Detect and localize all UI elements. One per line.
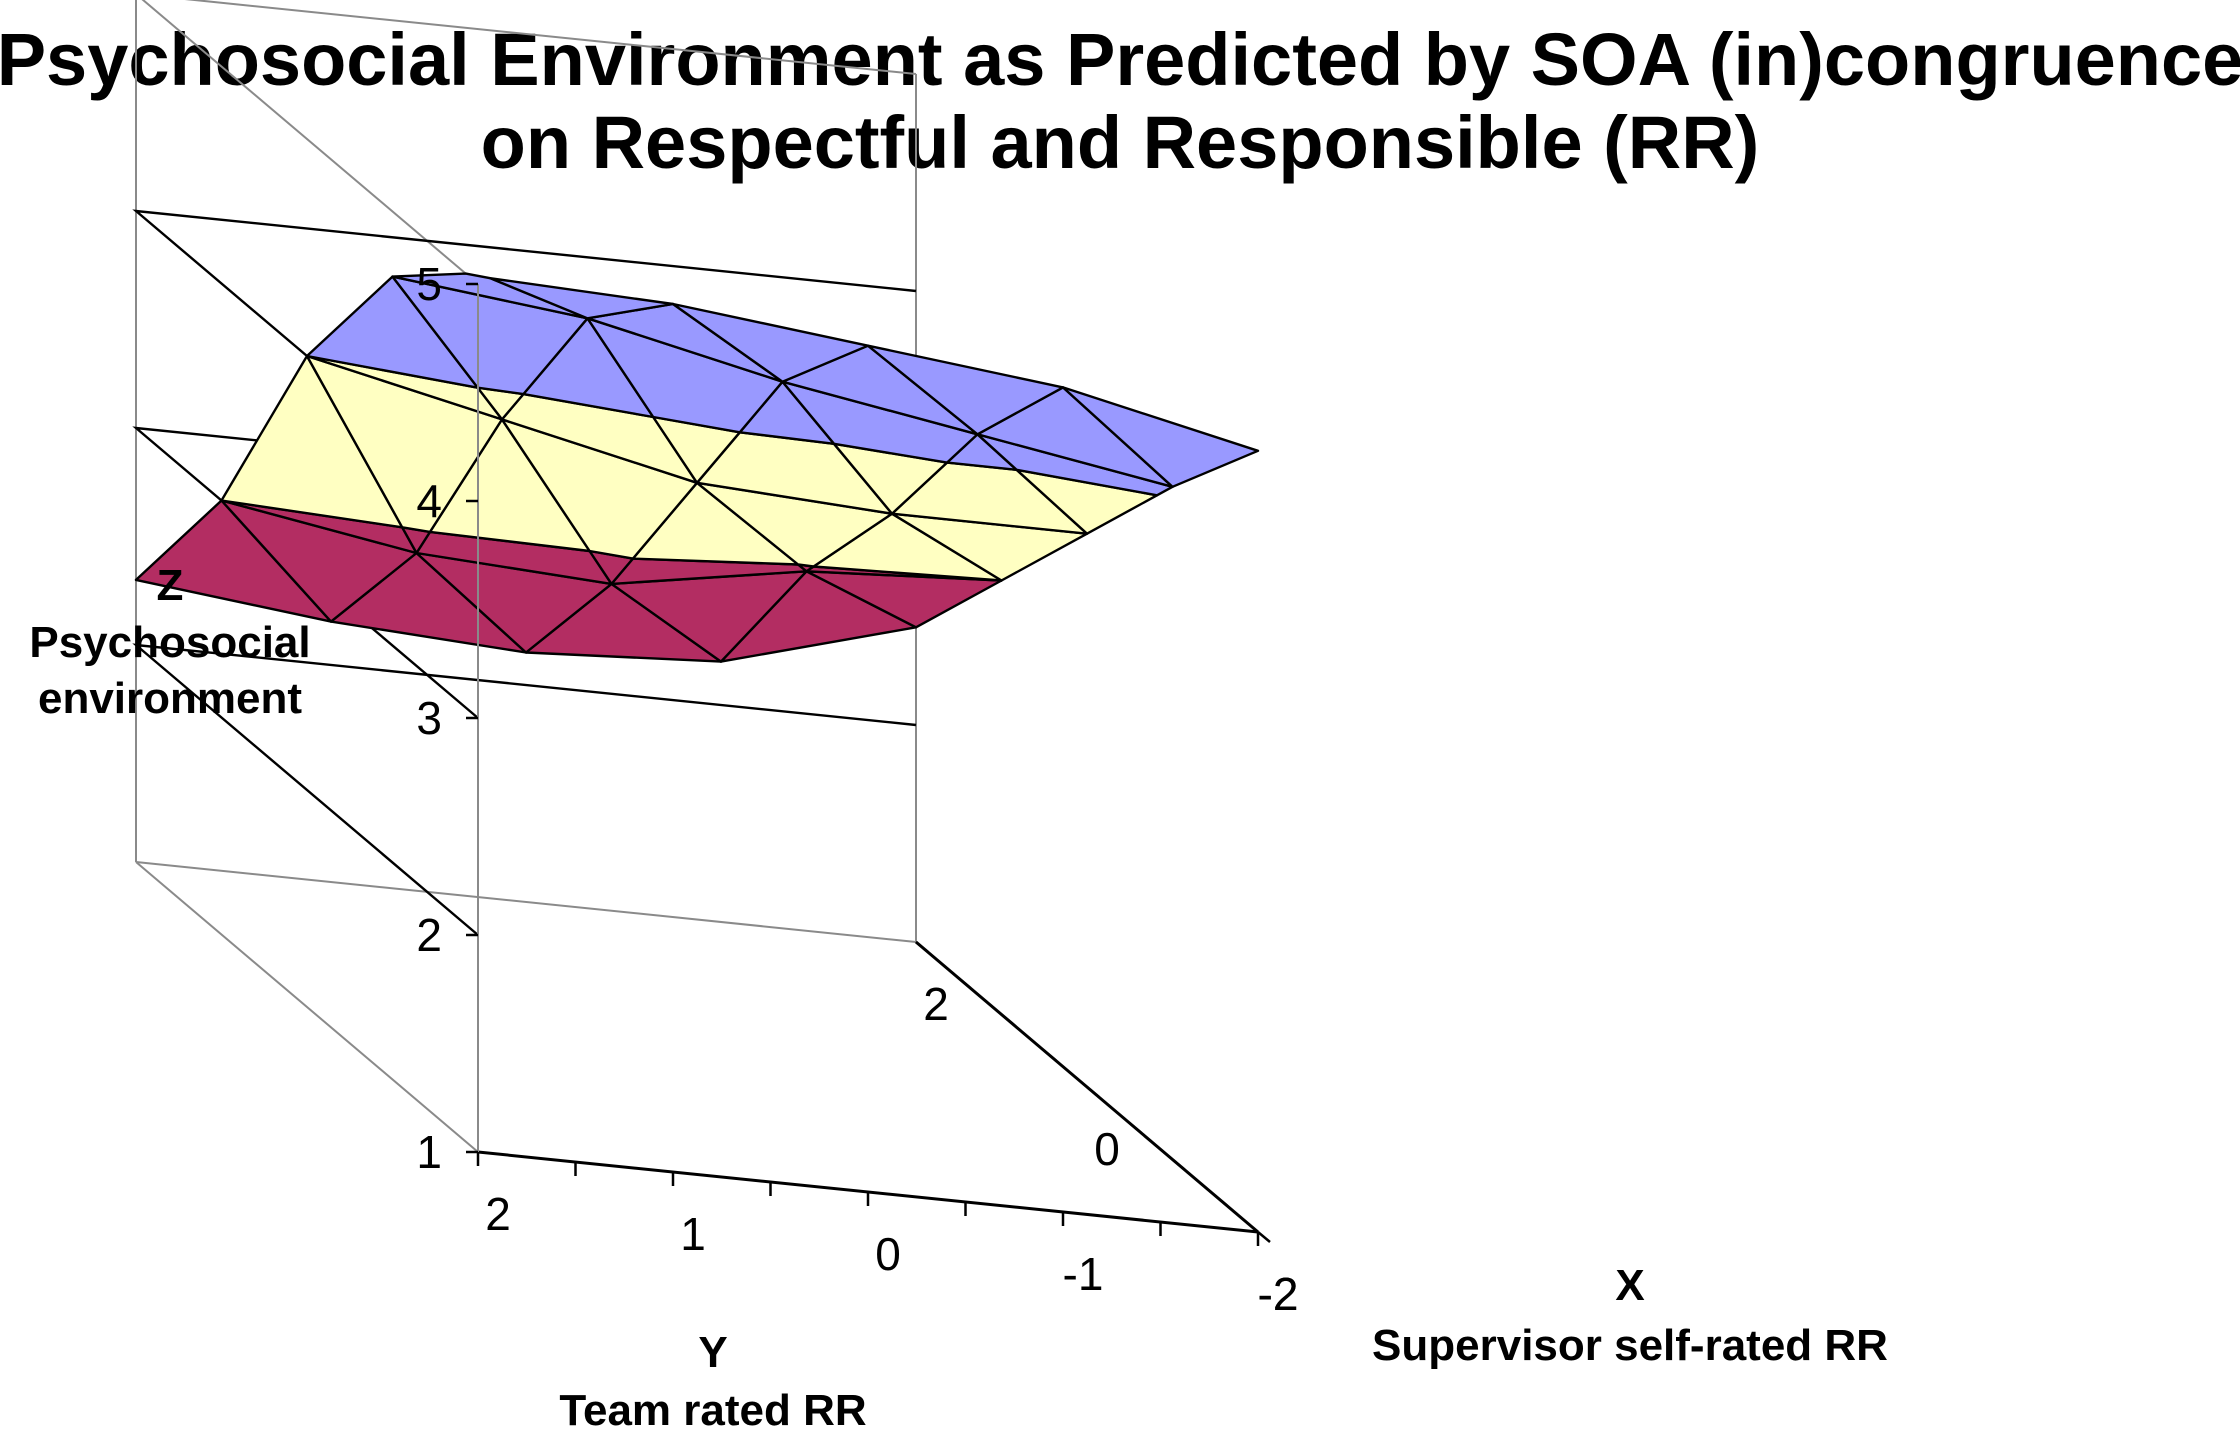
surface-facet-2-0-b-band-4 (866, 344, 1065, 436)
surface-plot (134, 272, 1260, 663)
back-wall-top-edge (184, 0, 917, 75)
y-tick-label--1: -1 (1063, 1248, 1104, 1300)
x-tick-mark (1128, 1122, 1143, 1135)
x-tick-mark (1086, 1086, 1100, 1098)
x-tick-mark (1171, 1158, 1186, 1171)
x-tick-mark (957, 977, 972, 990)
x-tick-mark (1000, 1013, 1015, 1026)
surface-facet-3-0-b-band-4 (1061, 386, 1260, 488)
z-tick-label-3: 3 (416, 692, 442, 744)
y-axis-label: Team rated RR (559, 1386, 866, 1435)
y-tick-label-2: 2 (485, 1188, 511, 1240)
y-tick-label--2: -2 (1258, 1268, 1299, 1320)
surface-facet-0-0-b-band-4 (489, 277, 675, 320)
surface-facet-1-0-b-band-4 (671, 302, 870, 383)
z-gridline-2 (132, 643, 917, 936)
y-axis-title: Y (698, 1328, 727, 1377)
x-tick-mark (1257, 1231, 1271, 1243)
x-tick-label-0: 0 (1094, 1123, 1120, 1175)
side-wall-top-edge (141, 0, 479, 285)
z-tick-label-4: 4 (416, 475, 442, 527)
y-tick-label-1: 1 (680, 1208, 706, 1260)
x-tick-mark (1214, 1194, 1229, 1207)
z-axis-title: Z (157, 561, 184, 610)
z-tick-label-1: 1 (416, 1126, 442, 1178)
chart-title-line-1: Psychosocial Environment as Predicted by… (0, 18, 2240, 101)
x-tick-mark (1043, 1049, 1058, 1062)
x-tick-label-2: 2 (923, 978, 949, 1030)
z-tick-label-5: 5 (416, 258, 442, 310)
y-tick-label-0: 0 (875, 1228, 901, 1280)
side-floor-edge (135, 861, 479, 1153)
x-axis-label: Supervisor self-rated RR (1372, 1321, 1888, 1370)
z-axis-label-line-2: environment (38, 674, 302, 723)
z-tick-label-2: 2 (416, 909, 442, 961)
x-tick-mark (915, 941, 929, 953)
x-axis-title: X (1615, 1261, 1644, 1310)
z-axis-label-line-1: Psychosocial (29, 618, 310, 667)
back-floor-edge (135, 861, 917, 943)
chart-title-line-2: on Respectful and Responsible (RR) (481, 101, 1760, 184)
x-tick-label--2: -2 (1258, 1268, 1299, 1320)
